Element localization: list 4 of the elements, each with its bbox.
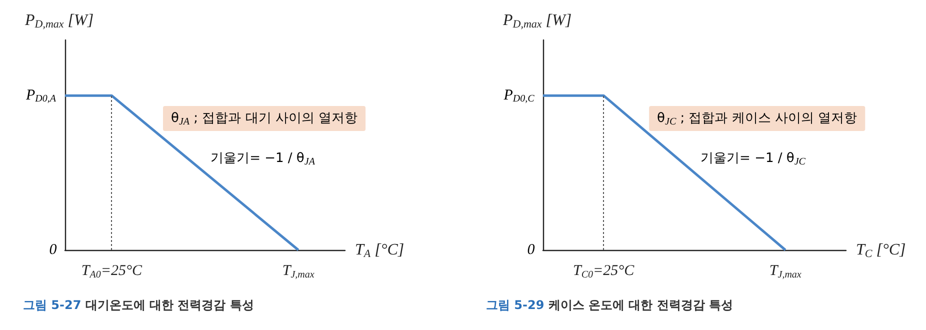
text: 0: [49, 242, 58, 258]
text: 그림 5-29 케이스 온도에 대한 전력경감 특성: [486, 298, 734, 312]
text: 0: [527, 242, 536, 258]
text: 그림 5-27 대기온도에 대한 전력경감 특성: [23, 298, 254, 312]
